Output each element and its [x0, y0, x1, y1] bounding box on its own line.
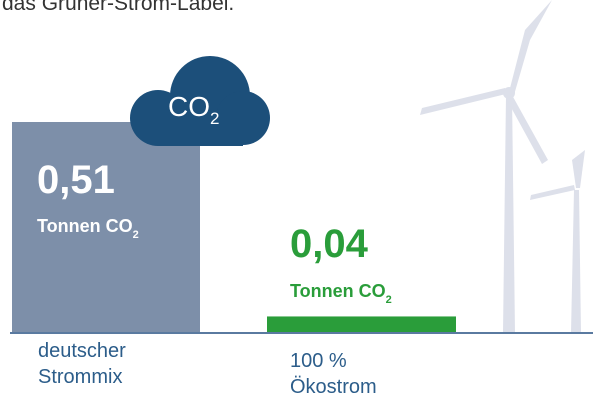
cloud-co: CO — [168, 91, 210, 122]
unit-text: Tonnen CO — [290, 281, 386, 301]
cloud-subscript: 2 — [210, 109, 219, 128]
unit-label: Tonnen CO2 — [290, 281, 392, 306]
unit-subscript: 2 — [133, 229, 139, 241]
wind-turbines — [420, 0, 585, 333]
value-label: 0,51 — [37, 158, 115, 202]
chart: das Grüner-Strom-Label. CO2 0,51Tonnen C… — [0, 0, 593, 409]
intro-text: das Grüner-Strom-Label. — [2, 0, 234, 15]
category-label: Strommix — [38, 366, 122, 388]
category-label: Ökostrom — [290, 376, 377, 398]
category-label: 100 % — [290, 350, 347, 372]
unit-text: Tonnen CO — [37, 216, 133, 236]
value-label: 0,04 — [290, 222, 369, 266]
bar — [267, 316, 456, 333]
unit-subscript: 2 — [386, 294, 392, 306]
category-label: deutscher — [38, 340, 126, 362]
